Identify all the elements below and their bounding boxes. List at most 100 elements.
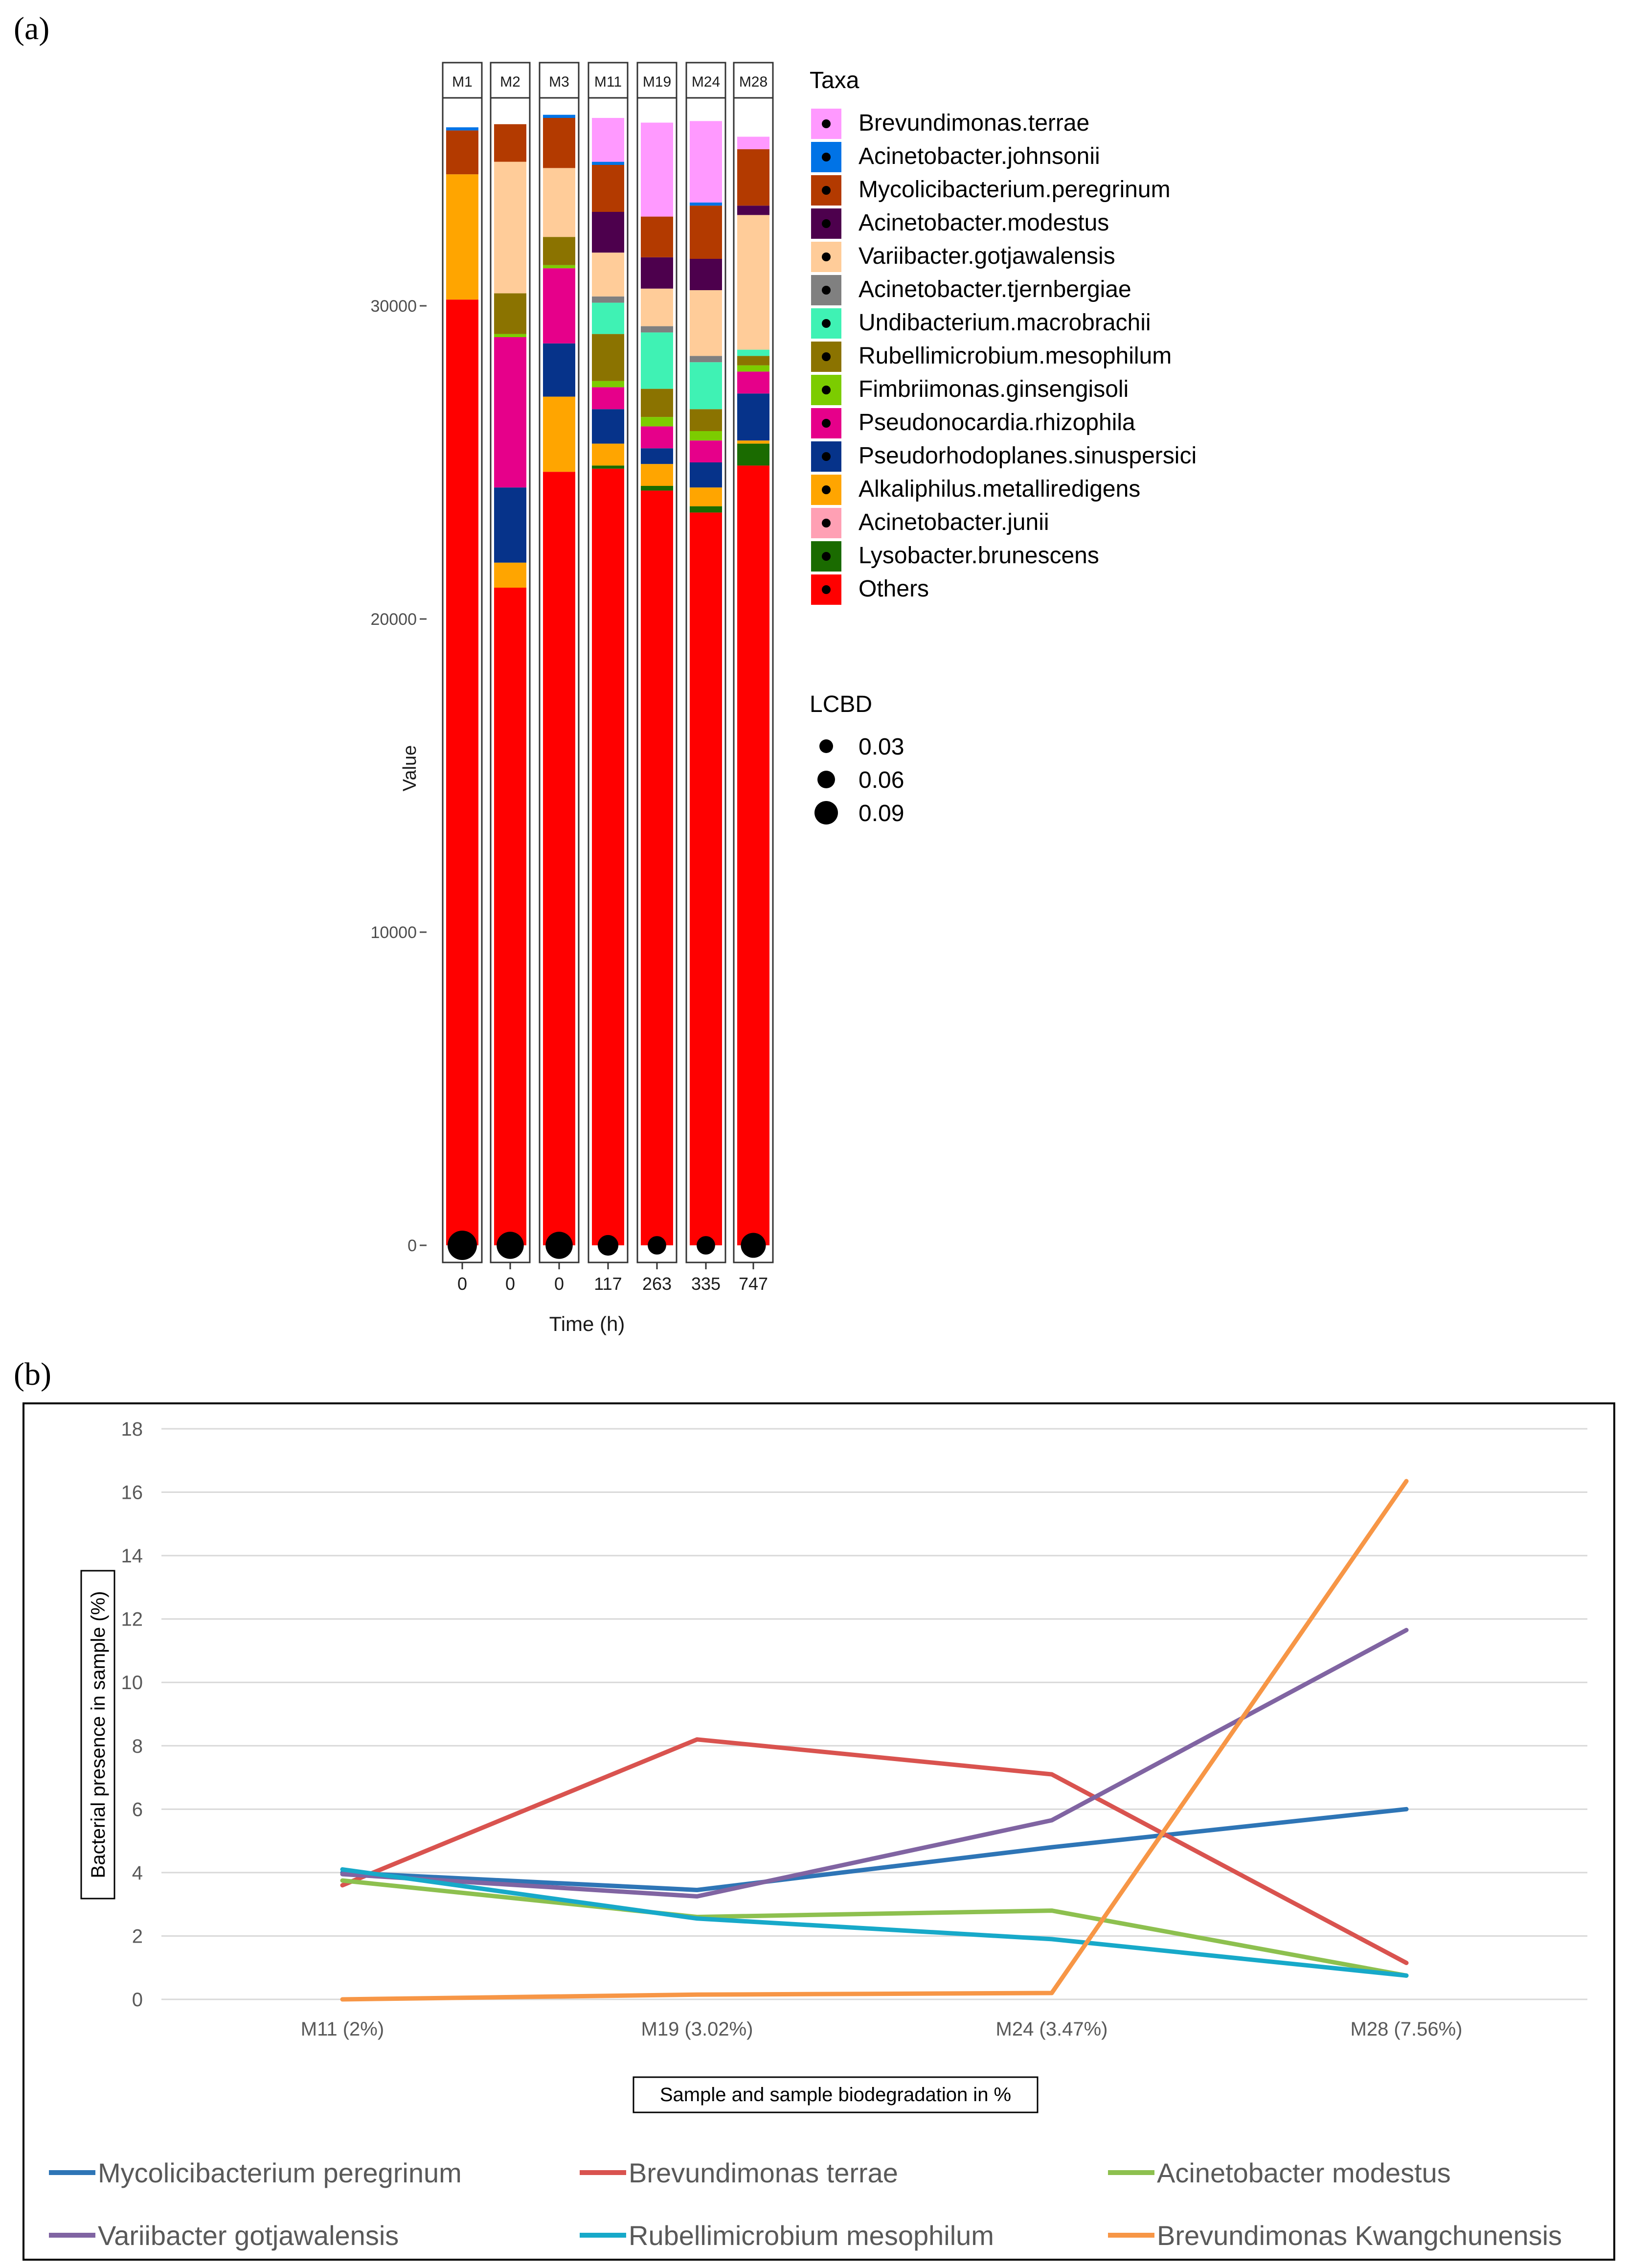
bar-segment [690, 409, 722, 431]
legend-label: Fimbriimonas.ginsengisoli [859, 376, 1129, 402]
legend-label: Mycolicibacterium peregrinum [98, 2157, 462, 2188]
bar-segment [494, 124, 526, 162]
bar-segment [737, 440, 769, 444]
line-chart: 0 2 4 6 8 10 12 14 16 18 M11 (2%) M19 (3.02%) M24 (3… [80, 1419, 1587, 2113]
bar-segment [641, 326, 673, 333]
bar-segment [543, 268, 575, 344]
bar-segment [494, 487, 526, 563]
bar-segment [690, 462, 722, 488]
legend-dot [822, 519, 831, 527]
legend-dot [822, 585, 831, 594]
legend-label: Acinetobacter.modestus [859, 210, 1109, 236]
legend-dot [822, 153, 831, 161]
bar-segment [592, 465, 624, 469]
bar-segment [592, 212, 624, 253]
y-tick-label: 18 [121, 1419, 143, 1440]
legend-dot [822, 252, 831, 261]
x-axis-label: Time (h) [549, 1312, 625, 1335]
bar-segment [641, 448, 673, 464]
bar-segment [737, 365, 769, 372]
bar-segment [446, 174, 478, 300]
lcbd-point [545, 1232, 573, 1259]
bar-segment [543, 265, 575, 269]
x-axis-label: Sample and sample biodegradation in % [660, 2084, 1011, 2106]
bar-segment [592, 296, 624, 303]
facet-strip [685, 62, 726, 99]
legend-label: Lysobacter.brunescens [859, 543, 1099, 569]
bar-segment [592, 409, 624, 444]
series-line [340, 1807, 1409, 1892]
facet-strip [588, 62, 629, 99]
bar-segment [641, 216, 673, 257]
bar-segment [592, 387, 624, 410]
facet-label: M1 [452, 74, 473, 90]
facet-label: M19 [643, 74, 671, 90]
lcbd-legend-label: 0.03 [859, 734, 904, 760]
legend-label: Rubellimicrobium mesophilum [629, 2220, 994, 2251]
y-tick-label: 16 [121, 1482, 143, 1504]
y-axis-label: Bacterial presence in sample (%) [88, 1591, 109, 1879]
x-tick-label: 335 [691, 1274, 721, 1294]
bar-segment [494, 161, 526, 294]
y-axis-label-box: Bacterial presence in sample (%) [80, 1570, 115, 1900]
bar-segment [690, 121, 722, 203]
y-tick-label: 0 [407, 1237, 417, 1255]
bar-segment [737, 371, 769, 394]
facet-label: M28 [739, 74, 768, 90]
legend-label: Mycolicibacterium.peregrinum [859, 177, 1171, 203]
legend-label: Undibacterium.macrobrachii [859, 310, 1151, 336]
x-tick-label: 263 [642, 1274, 672, 1294]
x-tick-label: M19 (3.02%) [641, 2018, 753, 2040]
bar-segment [446, 127, 478, 131]
bar-segment [592, 334, 624, 381]
legend-dot [822, 552, 831, 561]
x-tick-label: 117 [594, 1274, 622, 1294]
legend-dot [822, 286, 831, 295]
y-tick-label: 2 [132, 1925, 143, 1947]
bar-segment [737, 206, 769, 215]
bar-segment [641, 464, 673, 486]
legend-label: Brevundimonas Kwangchunensis [1157, 2220, 1562, 2251]
bar-segment [592, 302, 624, 334]
bar-segment [690, 206, 722, 259]
facet-label: M2 [500, 74, 520, 90]
bar-segment [494, 588, 526, 1245]
y-tick-label: 10000 [370, 923, 417, 942]
bar-segment [592, 381, 624, 388]
bar-segment [690, 487, 722, 506]
bar-segment [737, 356, 769, 366]
y-axis-label: Value [400, 745, 420, 791]
bar-segment [543, 343, 575, 397]
bar-segment [690, 259, 722, 290]
bar-segment [592, 468, 624, 1245]
bar-segment [690, 290, 722, 356]
bar-segment [543, 118, 575, 168]
y-tick-label: 4 [132, 1862, 143, 1884]
bar-segment [690, 506, 722, 513]
x-tick-label: 0 [457, 1274, 467, 1294]
lcbd-legend-dot [817, 771, 835, 788]
facet-strip [539, 62, 580, 99]
legend-dot [822, 319, 831, 328]
lcbd-point [448, 1231, 477, 1260]
bar-segment [641, 257, 673, 289]
lcbd-legend-title: LCBD [810, 691, 872, 717]
x-tick-label: 747 [739, 1274, 768, 1294]
legend-dot [822, 219, 831, 228]
series-line [340, 1479, 1409, 2002]
bar-segment [592, 443, 624, 466]
series-line [340, 1737, 1409, 1965]
x-tick-label: M28 (7.56%) [1351, 2018, 1463, 2040]
bar-segment [592, 252, 624, 297]
bar-segment [737, 393, 769, 441]
bar-segment [641, 389, 673, 417]
y-tick-label: 20000 [370, 610, 417, 629]
legend-dot [822, 386, 831, 394]
legend-dot [822, 119, 831, 128]
bar-segment [690, 512, 722, 1245]
bar-segment [737, 215, 769, 350]
legend-label: Variibacter gotjawalensis [98, 2220, 399, 2251]
lcbd-legend-label: 0.06 [859, 767, 904, 793]
